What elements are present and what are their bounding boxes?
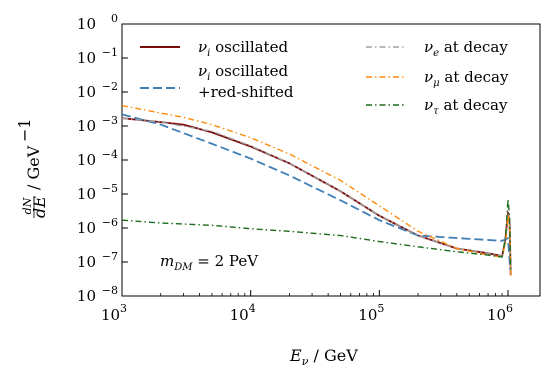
series-line-4 xyxy=(121,198,512,273)
legend-label-2: νe at decay xyxy=(424,38,508,59)
legend-label-3: νμ at decay xyxy=(424,68,509,89)
y-axis-label: dN dE / GeV −1 xyxy=(15,118,49,218)
y-tick-label: 10 −8 xyxy=(77,284,118,305)
tick-labels: 103 104 105 106 10 0 10 −1 10 −2 10 −3 10 −4 10 −5 10 −6 1… xyxy=(77,12,513,324)
y-tick-label: 10 −4 xyxy=(77,148,118,169)
y-tick-label: 10 −1 xyxy=(77,46,118,67)
svg-text:dN: dN xyxy=(21,197,34,214)
svg-text:dE: dE xyxy=(30,196,49,218)
legend-label-1-line2: +red-shifted xyxy=(198,83,294,101)
plot-frame xyxy=(121,23,541,297)
y-tick-label: 10 −3 xyxy=(77,114,118,135)
series-line-1 xyxy=(121,113,512,270)
y-tick-label: 10 −6 xyxy=(77,216,118,237)
y-tick-label: 10 −5 xyxy=(77,182,118,203)
svg-text:mDM = 2 PeV: mDM = 2 PeV xyxy=(160,252,259,273)
legend-label-0: νi oscillated xyxy=(198,38,288,59)
x-tick-label: 105 xyxy=(358,302,384,324)
y-tick-label: 10 −2 xyxy=(77,80,118,101)
x-tick-label: 104 xyxy=(230,302,256,324)
svg-text:−1: −1 xyxy=(15,118,34,142)
series-layer xyxy=(121,104,512,276)
x-axis-label: Eν / GeV xyxy=(289,346,358,368)
legend-label-4: ντ at decay xyxy=(424,96,508,117)
x-tick-label: 103 xyxy=(101,302,127,324)
series-line-3 xyxy=(121,104,512,276)
legend-label-1: νi oscillated xyxy=(198,62,288,83)
y-tick-label: 10 −7 xyxy=(77,250,118,271)
y-tick-label: 10 0 xyxy=(77,12,118,33)
series-line-0 xyxy=(121,117,512,276)
ticks xyxy=(121,23,509,297)
x-tick-label: 106 xyxy=(487,302,513,324)
svg-text:/ GeV: / GeV xyxy=(24,145,43,190)
svg-text:Eν / GeV: Eν / GeV xyxy=(289,346,358,368)
mass-annotation: mDM = 2 PeV xyxy=(160,252,259,273)
series-line-2 xyxy=(121,117,512,276)
